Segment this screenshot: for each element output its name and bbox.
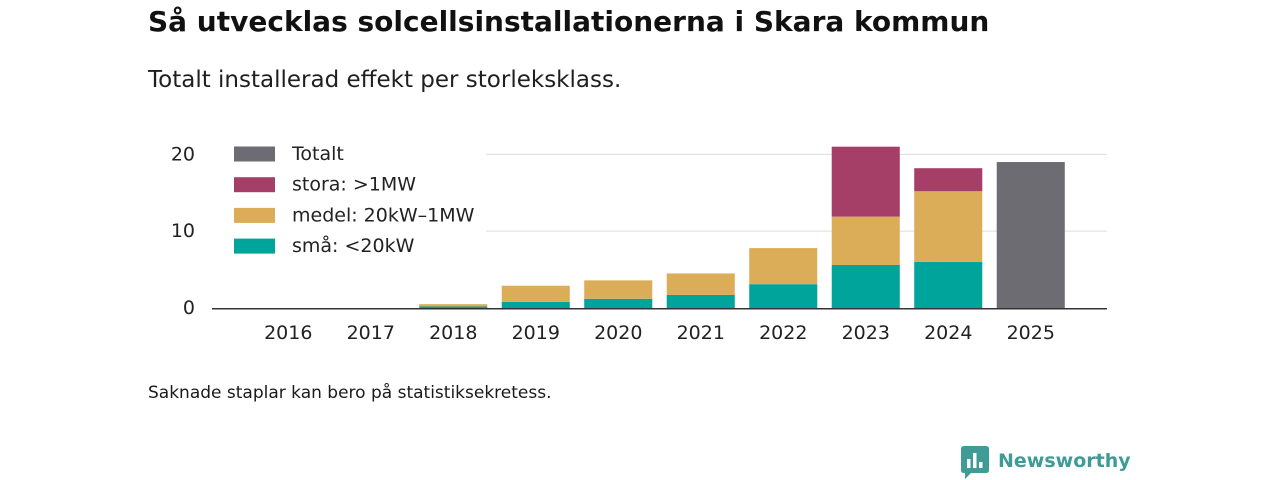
chart-title: Så utvecklas solcellsinstallationerna i … [148,5,990,38]
x-tick-label-2023: 2023 [842,322,890,344]
legend-item-medel: medel: 20kW–1MW [234,204,475,226]
bar-medel-2018 [419,304,488,307]
bar-medel-2020 [584,280,653,299]
y-tick-label-10: 10 [171,220,195,242]
bar-sma-2024 [914,261,983,308]
legend-swatch-sma [234,238,275,254]
bar-medel-2022 [749,248,818,285]
legend-swatch-stora [234,177,275,193]
legend: Totalt stora: >1MW medel: 20kW–1MW små: <20… [234,143,475,257]
x-tick-label-2019: 2019 [512,322,560,344]
x-tick-label-2016: 2016 [264,322,312,344]
bar-sma-2019 [501,301,570,308]
legend-label-sma: små: <20kW [292,234,415,257]
bar-medel-2024 [914,191,983,262]
x-tick-label-2020: 2020 [594,322,642,344]
bar-stora-2023 [831,146,900,217]
legend-swatch-totalt [234,146,275,162]
stacked-bar-chart: 0 10 20 2016 2017 2018 2019 2020 2021 2022 2023 202… [170,143,1107,344]
bar-medel-2019 [501,285,570,302]
x-tick-label-2022: 2022 [759,322,807,344]
x-tick-label-2025: 2025 [1007,322,1055,344]
y-tick-label-0: 0 [183,297,195,319]
legend-label-stora: stora: >1MW [292,174,416,196]
bar-stora-2024 [914,168,983,192]
legend-item-stora: stora: >1MW [234,174,416,196]
legend-label-totalt: Totalt [291,143,344,165]
chart-subtitle: Totalt installerad effekt per storlekskl… [148,67,622,93]
bar-sma-2020 [584,298,653,308]
bar-sma-2021 [666,294,735,308]
newsworthy-logo-text: Newsworthy [998,450,1131,472]
x-tick-label-2018: 2018 [429,322,477,344]
newsworthy-logo: Newsworthy [961,446,1131,480]
bar-sma-2022 [749,284,818,308]
legend-item-sma: små: <20kW [234,234,415,257]
chart-footnote: Saknade staplar kan bero på statistiksek… [148,383,552,403]
x-tick-label-2017: 2017 [347,322,395,344]
legend-swatch-medel [234,207,275,223]
bar-medel-2023 [831,216,900,265]
legend-item-totalt: Totalt [234,143,344,165]
newsworthy-chart-bubble-icon [961,446,989,479]
legend-label-medel: medel: 20kW–1MW [292,204,475,226]
bar-medel-2021 [666,273,735,295]
y-tick-label-20: 20 [171,143,195,165]
bar-sma-2023 [831,264,900,308]
x-tick-label-2021: 2021 [677,322,725,344]
bar-sma-2018 [419,306,488,308]
bar-totalt-2025 [996,162,1065,308]
x-tick-label-2024: 2024 [924,322,972,344]
